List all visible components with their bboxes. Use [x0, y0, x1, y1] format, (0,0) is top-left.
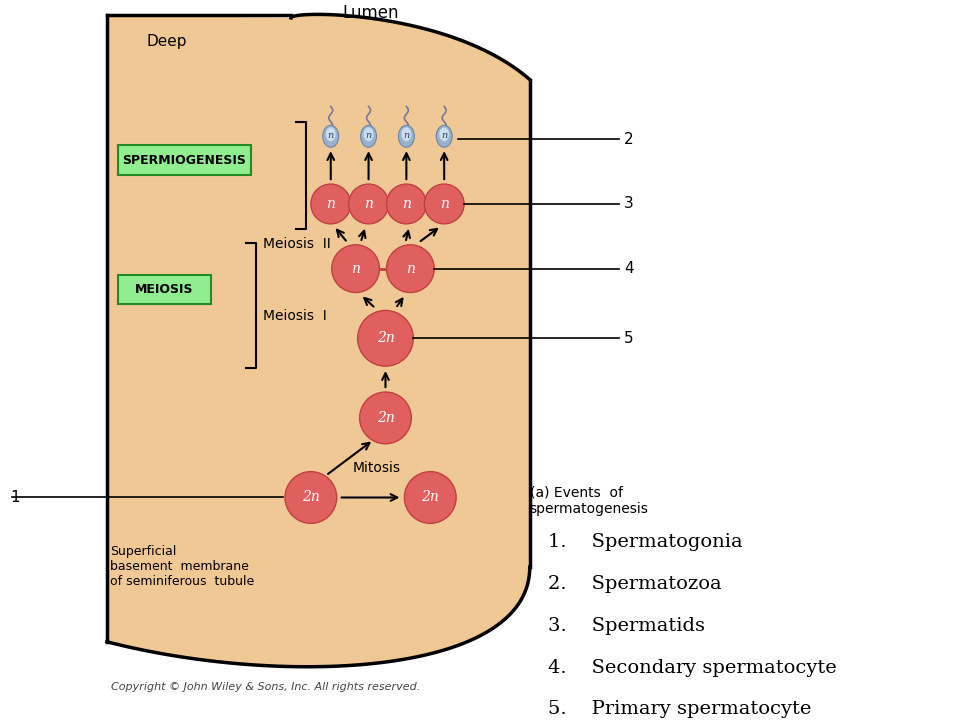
Text: n: n: [441, 131, 447, 140]
Ellipse shape: [401, 127, 411, 141]
Text: Copyright © John Wiley & Sons, Inc. All rights reserved.: Copyright © John Wiley & Sons, Inc. All …: [111, 682, 420, 691]
Text: 4.    Secondary spermatocyte: 4. Secondary spermatocyte: [547, 659, 836, 677]
Text: SPERMIOGENESIS: SPERMIOGENESIS: [123, 153, 247, 167]
Text: 2n: 2n: [376, 331, 395, 346]
Text: Lumen: Lumen: [343, 4, 398, 22]
Text: 2n: 2n: [302, 490, 320, 505]
Text: n: n: [326, 197, 335, 211]
Ellipse shape: [325, 127, 336, 141]
Text: 5.    Primary spermatocyte: 5. Primary spermatocyte: [547, 701, 811, 719]
Text: Superficial
basement  membrane
of seminiferous  tubule: Superficial basement membrane of seminif…: [109, 545, 254, 588]
Text: MEIOSIS: MEIOSIS: [135, 283, 194, 296]
Text: n: n: [402, 197, 411, 211]
Ellipse shape: [398, 125, 415, 148]
Text: n: n: [403, 131, 410, 140]
Text: 1: 1: [11, 490, 20, 505]
Ellipse shape: [436, 125, 452, 148]
Text: n: n: [406, 261, 415, 276]
Circle shape: [387, 184, 426, 224]
Text: 2.    Spermatozoa: 2. Spermatozoa: [547, 575, 721, 593]
Ellipse shape: [361, 125, 376, 148]
Text: 3.    Spermatids: 3. Spermatids: [547, 617, 705, 635]
FancyBboxPatch shape: [118, 145, 252, 175]
Text: n: n: [351, 261, 360, 276]
Ellipse shape: [323, 125, 339, 148]
Text: Meiosis  I: Meiosis I: [263, 310, 326, 323]
Text: Deep: Deep: [147, 35, 187, 49]
Text: 2n: 2n: [421, 490, 439, 505]
Circle shape: [332, 245, 379, 292]
Circle shape: [348, 184, 389, 224]
Circle shape: [358, 310, 414, 366]
Text: n: n: [366, 131, 372, 140]
Text: n: n: [364, 197, 373, 211]
Text: 3: 3: [624, 197, 634, 212]
Circle shape: [424, 184, 464, 224]
Text: 4: 4: [624, 261, 634, 276]
FancyBboxPatch shape: [118, 274, 211, 305]
Text: (a) Events  of
spermatogenesis: (a) Events of spermatogenesis: [530, 485, 649, 516]
Polygon shape: [107, 14, 530, 667]
Text: 1.    Spermatogonia: 1. Spermatogonia: [547, 534, 742, 552]
Circle shape: [404, 472, 456, 523]
Circle shape: [387, 245, 434, 292]
Text: 2: 2: [624, 132, 634, 147]
Ellipse shape: [364, 127, 373, 141]
Text: 2n: 2n: [376, 411, 395, 425]
Text: Mitosis: Mitosis: [352, 461, 400, 474]
Circle shape: [311, 184, 350, 224]
Ellipse shape: [440, 127, 449, 141]
Text: n: n: [440, 197, 448, 211]
Text: 5: 5: [624, 330, 634, 346]
Text: n: n: [327, 131, 334, 140]
Text: Meiosis  II: Meiosis II: [263, 237, 331, 251]
Circle shape: [360, 392, 411, 444]
Circle shape: [285, 472, 337, 523]
